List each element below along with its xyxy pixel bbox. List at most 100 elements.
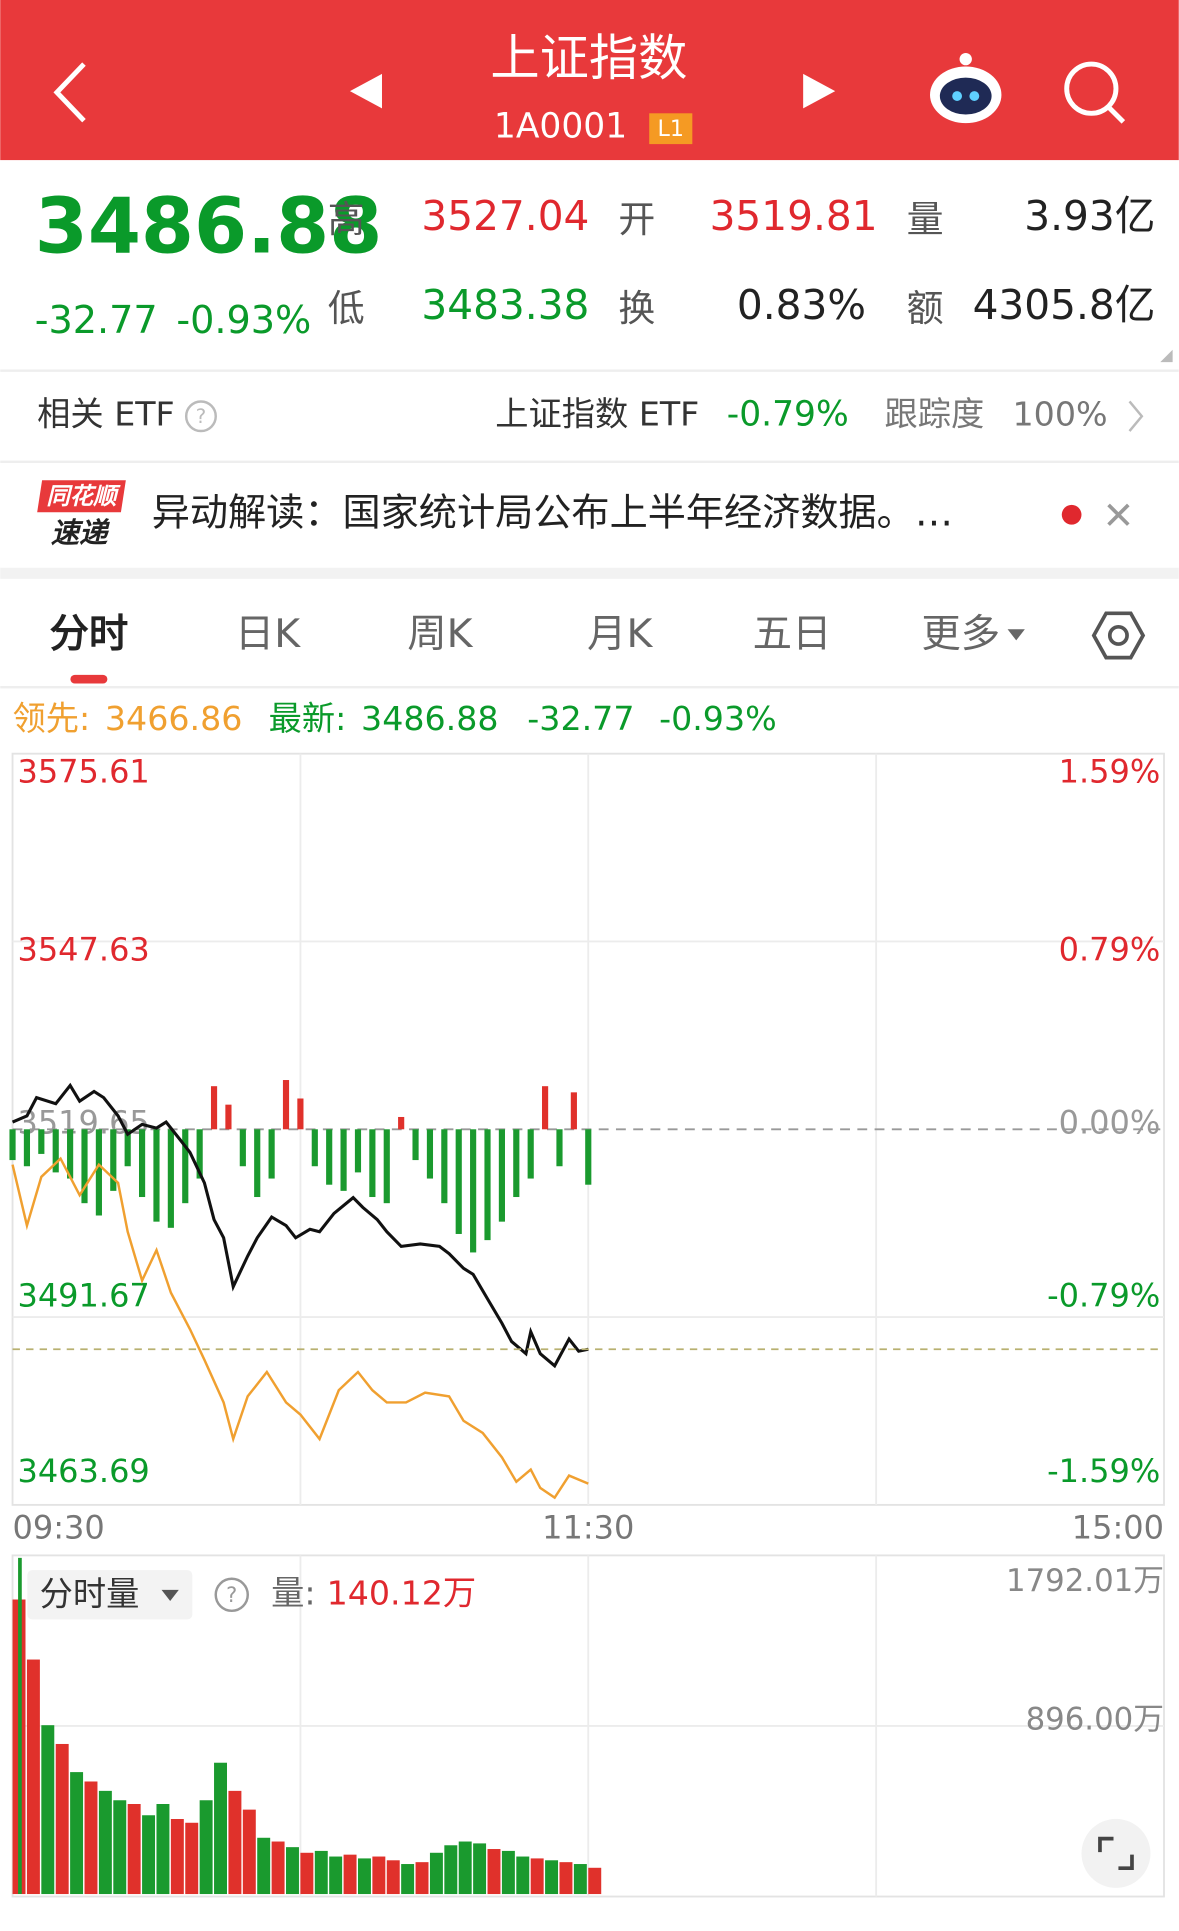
tab[interactable]: 月K: [587, 611, 653, 657]
diff-bar: [556, 1129, 563, 1167]
unread-dot: [1061, 504, 1082, 525]
chevron[interactable]: [1128, 400, 1144, 432]
help-icon[interactable]: ?: [184, 400, 217, 433]
turnover: 0.83%: [737, 281, 866, 329]
diff-bar: [398, 1116, 405, 1130]
robot-icon[interactable]: [930, 52, 1002, 124]
diff-bar: [225, 1104, 232, 1130]
open: 3519.81: [710, 192, 878, 240]
volume: 3.93亿: [1024, 192, 1155, 240]
tab[interactable]: 日K: [235, 611, 301, 657]
close-button[interactable]: [1107, 503, 1130, 526]
tab[interactable]: 五日: [753, 611, 832, 657]
diff-bar: [470, 1129, 477, 1253]
volume-bar: [372, 1856, 386, 1895]
change: -32.77: [35, 299, 158, 343]
diff-bar: [354, 1129, 362, 1173]
amount-label: 额: [907, 287, 944, 330]
fullscreen-button[interactable]: [1081, 1818, 1151, 1888]
volume-bar: [444, 1845, 458, 1895]
tab[interactable]: 更多: [921, 611, 1000, 657]
diff-bar: [9, 1129, 16, 1161]
diff-bar: [210, 1086, 218, 1130]
tab[interactable]: 分时: [50, 611, 129, 657]
diff-bar: [498, 1129, 505, 1222]
volume-bar: [113, 1800, 127, 1895]
volume-bar: [199, 1800, 213, 1895]
diff-bar: [484, 1129, 491, 1241]
volume-bar: [41, 1725, 55, 1895]
volume-bar: [70, 1772, 84, 1895]
volume-bar: [127, 1804, 141, 1895]
open-label: 开: [618, 198, 655, 241]
level-badge: [649, 113, 693, 145]
diff-bar: [167, 1129, 174, 1228]
next-button[interactable]: [803, 73, 836, 109]
latest-label: 最新:: [269, 699, 347, 738]
volume-bar: [487, 1849, 501, 1895]
diff-bar: [124, 1129, 131, 1167]
diff-bar: [369, 1129, 376, 1198]
prev-button[interactable]: [349, 73, 382, 109]
badge-bottom: 速递: [51, 516, 110, 549]
badge-top: 同花顺: [46, 482, 121, 510]
volume-bar: [530, 1858, 544, 1895]
diff-bar: [52, 1129, 59, 1173]
diff-bar: [340, 1129, 347, 1191]
selector-arrow[interactable]: [161, 1589, 179, 1601]
diff-bar: [513, 1129, 520, 1198]
turnover-label: 换: [618, 287, 655, 330]
diff-bar: [455, 1129, 462, 1234]
diff-bar: [585, 1129, 592, 1185]
pct-label: 1.59%: [1059, 752, 1161, 790]
search-icon[interactable]: [1064, 61, 1126, 124]
back-button[interactable]: [53, 62, 86, 123]
amount: 4305.8亿: [973, 281, 1156, 329]
tab[interactable]: 周K: [407, 611, 473, 657]
volume-bar: [458, 1841, 472, 1895]
volume-bar: [156, 1804, 170, 1895]
diff-bar: [311, 1129, 318, 1167]
diff-bar: [326, 1129, 333, 1185]
volume-selector[interactable]: [27, 1570, 193, 1620]
header-code: 1A0001: [494, 107, 627, 147]
settings-icon[interactable]: [1091, 611, 1146, 660]
volume-bar: [386, 1860, 400, 1895]
corner-mark: [1160, 349, 1173, 363]
volume-bar: [300, 1852, 314, 1895]
level-text: L1: [658, 116, 684, 142]
tracking-label: 跟踪度: [884, 395, 984, 434]
time-label: 09:30: [13, 1509, 105, 1547]
etf-name[interactable]: 上证指数 ETF: [495, 395, 699, 434]
volume-label: 量:: [271, 1573, 315, 1612]
volume-title[interactable]: 分时量: [40, 1575, 140, 1614]
diff-bar: [441, 1129, 448, 1204]
diff-bar: [110, 1129, 117, 1191]
time-label: 11:30: [542, 1509, 634, 1547]
volume-bar: [185, 1822, 199, 1895]
volume-bar: [26, 1659, 40, 1895]
volume-bar: [357, 1858, 371, 1895]
diff-bar: [153, 1129, 160, 1222]
diff-bar: [254, 1129, 261, 1198]
volume-bar: [559, 1862, 573, 1895]
volume-bar: [170, 1819, 184, 1895]
news-text[interactable]: 异动解读：国家统计局公布上半年经济数据。…: [152, 491, 953, 535]
volume-bar: [98, 1790, 112, 1895]
volume-bar: [257, 1837, 271, 1895]
diff-bar: [38, 1129, 45, 1154]
volume-bar: [401, 1864, 415, 1895]
tracking: 100%: [1013, 395, 1108, 434]
diff-bar: [297, 1098, 304, 1130]
volume-bar: [501, 1850, 515, 1895]
volume-bar: [329, 1856, 343, 1895]
more-arrow[interactable]: [1007, 629, 1025, 641]
volume-bar: [573, 1864, 587, 1895]
time-label: 15:00: [1072, 1509, 1164, 1547]
diff-bar: [81, 1129, 88, 1204]
volume-label: 量: [907, 198, 944, 241]
volume-tick-label: 1792.01万: [1006, 1563, 1164, 1599]
svg-text:?: ?: [226, 1583, 237, 1607]
help-icon[interactable]: ?: [214, 1577, 249, 1613]
